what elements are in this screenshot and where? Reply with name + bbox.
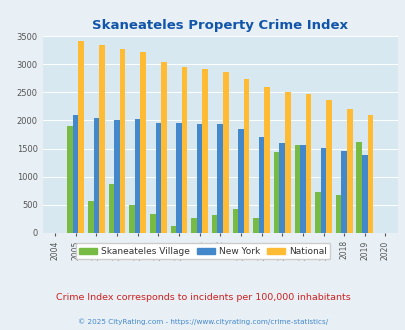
Bar bbox=[73, 115, 78, 233]
Bar bbox=[361, 155, 367, 233]
Title: Skaneateles Property Crime Index: Skaneateles Property Crime Index bbox=[92, 19, 347, 32]
Bar bbox=[196, 124, 202, 233]
Text: Crime Index corresponds to incidents per 100,000 inhabitants: Crime Index corresponds to incidents per… bbox=[55, 292, 350, 302]
Bar bbox=[99, 45, 104, 233]
Bar bbox=[284, 92, 290, 233]
Bar bbox=[119, 49, 125, 233]
Bar bbox=[67, 126, 73, 233]
Bar bbox=[222, 72, 228, 233]
Bar bbox=[273, 152, 279, 233]
Bar bbox=[78, 41, 84, 233]
Bar bbox=[299, 145, 305, 233]
Bar bbox=[305, 93, 311, 233]
Bar bbox=[202, 69, 207, 233]
Bar bbox=[140, 52, 146, 233]
Bar bbox=[211, 215, 217, 233]
Bar bbox=[170, 226, 176, 233]
Bar bbox=[114, 120, 119, 233]
Bar bbox=[346, 109, 352, 233]
Bar bbox=[181, 67, 187, 233]
Legend: Skaneateles Village, New York, National: Skaneateles Village, New York, National bbox=[75, 243, 330, 259]
Bar bbox=[238, 129, 243, 233]
Bar bbox=[279, 144, 284, 233]
Bar bbox=[109, 184, 114, 233]
Bar bbox=[217, 124, 222, 233]
Bar bbox=[161, 61, 166, 233]
Bar bbox=[129, 205, 134, 233]
Bar bbox=[253, 217, 258, 233]
Bar bbox=[176, 123, 181, 233]
Bar bbox=[314, 192, 320, 233]
Bar bbox=[155, 123, 161, 233]
Bar bbox=[294, 145, 299, 233]
Bar bbox=[335, 194, 341, 233]
Bar bbox=[149, 214, 155, 233]
Bar bbox=[264, 87, 269, 233]
Bar bbox=[367, 115, 372, 233]
Bar bbox=[326, 100, 331, 233]
Bar bbox=[134, 119, 140, 233]
Bar bbox=[243, 80, 249, 233]
Bar bbox=[258, 137, 264, 233]
Bar bbox=[88, 201, 93, 233]
Text: © 2025 CityRating.com - https://www.cityrating.com/crime-statistics/: © 2025 CityRating.com - https://www.city… bbox=[78, 318, 327, 325]
Bar bbox=[341, 151, 346, 233]
Bar bbox=[191, 217, 196, 233]
Bar bbox=[356, 142, 361, 233]
Bar bbox=[232, 209, 238, 233]
Bar bbox=[93, 117, 99, 233]
Bar bbox=[320, 148, 326, 233]
